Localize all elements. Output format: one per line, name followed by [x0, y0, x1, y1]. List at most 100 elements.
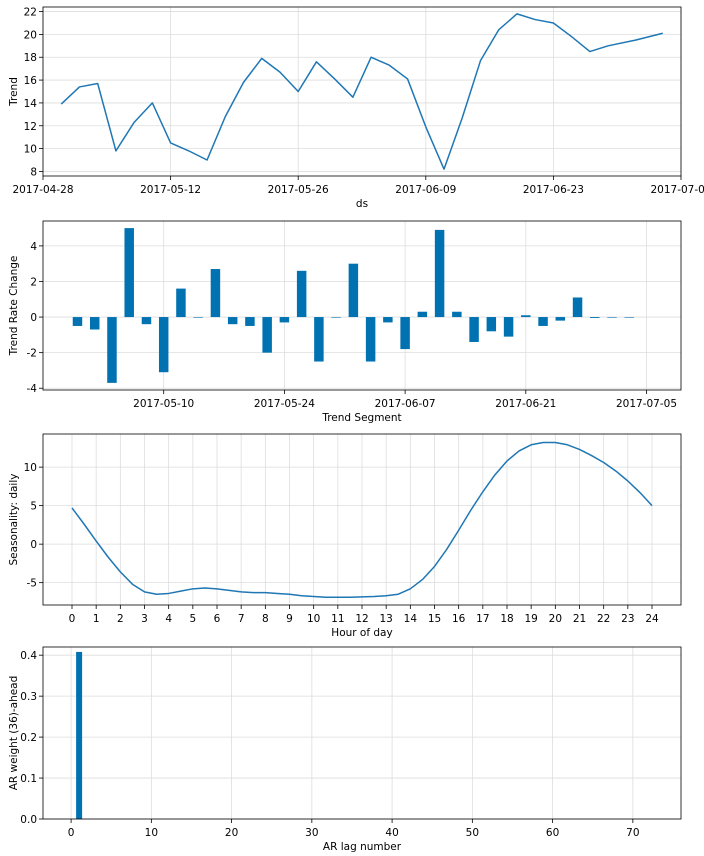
x-tick-label: 11 [331, 613, 344, 625]
y-tick-label: -4 [27, 383, 38, 395]
x-tick-label: 24 [645, 613, 659, 625]
x-tick-label: 0 [68, 827, 75, 839]
y-tick-label: 0.0 [20, 814, 37, 826]
bar [193, 317, 203, 318]
y-tick-label: 0.4 [20, 650, 37, 662]
x-tick-label: 14 [404, 613, 418, 625]
bar [365, 317, 376, 362]
bar [314, 317, 324, 362]
y-tick-label: 10 [24, 144, 37, 156]
x-tick-label: 16 [452, 613, 466, 625]
y-tick-label: -2 [27, 348, 37, 360]
x-tick-label: 23 [621, 613, 634, 625]
y-tick-label: 12 [24, 121, 37, 133]
x-tick-label: 4 [165, 613, 172, 625]
x-tick-label: 30 [305, 827, 318, 839]
x-tick-label: 9 [286, 613, 293, 625]
x-tick-label: 1 [93, 613, 100, 625]
chart-panel-2: 2017-05-10 2017-05-24 2017-06-07 2017-06-21… [8, 220, 682, 424]
x-axis-label: Hour of day [331, 627, 392, 639]
x-tick-label: 3 [141, 613, 148, 625]
y-tick-label: 2 [30, 276, 37, 288]
y-tick-label: 0.3 [20, 691, 37, 703]
bar [279, 317, 290, 323]
x-tick-label: 21 [573, 613, 586, 625]
y-tick-label: 0 [30, 539, 37, 551]
bar [141, 317, 152, 325]
x-tick-label: 17 [476, 613, 489, 625]
y-tick-label: 5 [30, 501, 37, 513]
bar [590, 317, 600, 318]
x-tick-label: 2017-06-21 [495, 398, 556, 410]
bar [124, 228, 134, 318]
bar [76, 651, 83, 819]
bar [624, 317, 635, 318]
y-tick-label: 0.2 [20, 732, 37, 744]
series-line [71, 441, 653, 599]
bar [434, 229, 445, 318]
y-axis-label: Trend [8, 77, 20, 107]
x-tick-label: 2017-05-12 [140, 184, 201, 196]
x-tick-label: 18 [500, 613, 513, 625]
plot-frame [42, 6, 682, 177]
plot-frame [42, 220, 682, 391]
x-tick-label: 70 [626, 827, 639, 839]
y-tick-label: 8 [30, 166, 37, 178]
x-axis-label: AR lag number [323, 841, 402, 853]
bar [452, 311, 462, 318]
y-tick-label: 20 [24, 29, 37, 41]
bar [555, 317, 566, 321]
x-tick-label: 2017-06-09 [395, 184, 456, 196]
x-tick-label: 2017-05-26 [268, 184, 329, 196]
series-line [60, 13, 663, 170]
x-axis-label: ds [356, 198, 368, 210]
bar [296, 270, 307, 318]
chart-panel-1: 2017-04-28 2017-05-12 2017-05-26 2017-06-09… [8, 7, 704, 210]
x-tick-label: 2 [117, 613, 124, 625]
x-tick-label: 40 [385, 827, 398, 839]
x-tick-label: 20 [549, 613, 562, 625]
bar [538, 317, 548, 326]
x-tick-label: 19 [524, 613, 537, 625]
bar [503, 317, 514, 337]
y-tick-label: -5 [27, 578, 37, 590]
x-tick-label: 2017-05-24 [254, 398, 315, 410]
x-tick-label: 2017-05-10 [133, 398, 194, 410]
y-tick-label: 10 [24, 462, 37, 474]
bar [331, 317, 341, 318]
y-tick-label: 0 [30, 312, 37, 324]
bar [262, 317, 272, 353]
chart-panel-3: 0 1 2 3 4 5 6 7 8 9 10 11 12 13 14 15 16 17 18 19 20 21 22 23 24… [8, 433, 682, 639]
bar [469, 317, 479, 342]
y-tick-label: 14 [24, 98, 38, 110]
bar [176, 288, 186, 318]
bar [245, 317, 255, 326]
bar [417, 311, 428, 318]
x-tick-label: 2017-06-23 [523, 184, 584, 196]
x-tick-label: 15 [428, 613, 441, 625]
bar [572, 297, 583, 318]
y-tick-label: 18 [24, 52, 37, 64]
y-tick-label: 0.1 [20, 773, 37, 785]
x-tick-label: 13 [379, 613, 392, 625]
x-tick-label: 2017-07-07 [650, 184, 704, 196]
y-axis-label: Trend Rate Change [8, 256, 20, 357]
x-axis-label: Trend Segment [321, 412, 401, 424]
bar [210, 269, 221, 318]
x-tick-label: 50 [466, 827, 479, 839]
bar [72, 317, 83, 326]
chart-panel-4: 0 10 20 30 40 50 60 70 0.0 0.1 0.2 0.3 0.4 AR lag num… [8, 646, 682, 853]
x-tick-label: 0 [69, 613, 76, 625]
x-tick-label: 20 [225, 827, 238, 839]
plot-frame [42, 646, 682, 820]
bar [107, 317, 117, 383]
bar [486, 317, 497, 332]
x-tick-label: 22 [597, 613, 610, 625]
y-tick-label: 22 [24, 7, 37, 19]
x-tick-label: 6 [214, 613, 221, 625]
y-tick-label: 16 [24, 75, 38, 87]
x-tick-label: 7 [238, 613, 245, 625]
x-tick-label: 8 [262, 613, 269, 625]
bar [348, 263, 359, 318]
